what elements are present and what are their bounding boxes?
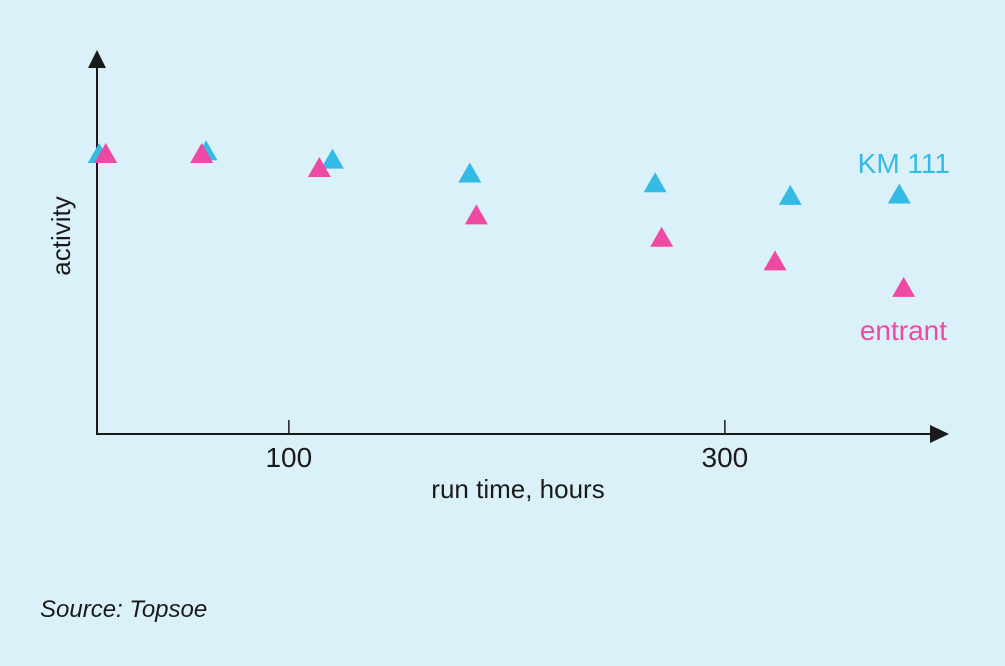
point-km111-2 xyxy=(320,148,344,169)
point-entrant-5 xyxy=(763,250,787,271)
point-entrant-6 xyxy=(892,276,916,297)
series-label-entrant: entrant xyxy=(860,315,947,346)
x-ticks: 100 300 xyxy=(265,420,748,473)
point-km111-4 xyxy=(643,172,667,193)
point-entrant-2 xyxy=(307,156,331,177)
x-tick-label-300: 300 xyxy=(702,442,749,473)
point-km111-5 xyxy=(778,184,802,205)
point-entrant-4 xyxy=(650,226,674,247)
point-entrant-1 xyxy=(190,143,214,163)
point-km111-6 xyxy=(887,183,911,204)
point-entrant-0 xyxy=(94,143,118,163)
point-km111-3 xyxy=(458,162,482,183)
source-note: Source: Topsoe xyxy=(40,596,208,623)
point-entrant-3 xyxy=(464,204,488,225)
series-label-km111: KM 111 xyxy=(858,148,950,179)
axes xyxy=(88,50,949,443)
y-axis-title: activity xyxy=(46,196,76,275)
y-axis-arrow xyxy=(88,50,106,68)
x-axis-title: run time, hours xyxy=(431,474,604,504)
x-axis-arrow xyxy=(930,425,949,443)
x-tick-label-100: 100 xyxy=(265,442,312,473)
data-points xyxy=(87,140,916,297)
